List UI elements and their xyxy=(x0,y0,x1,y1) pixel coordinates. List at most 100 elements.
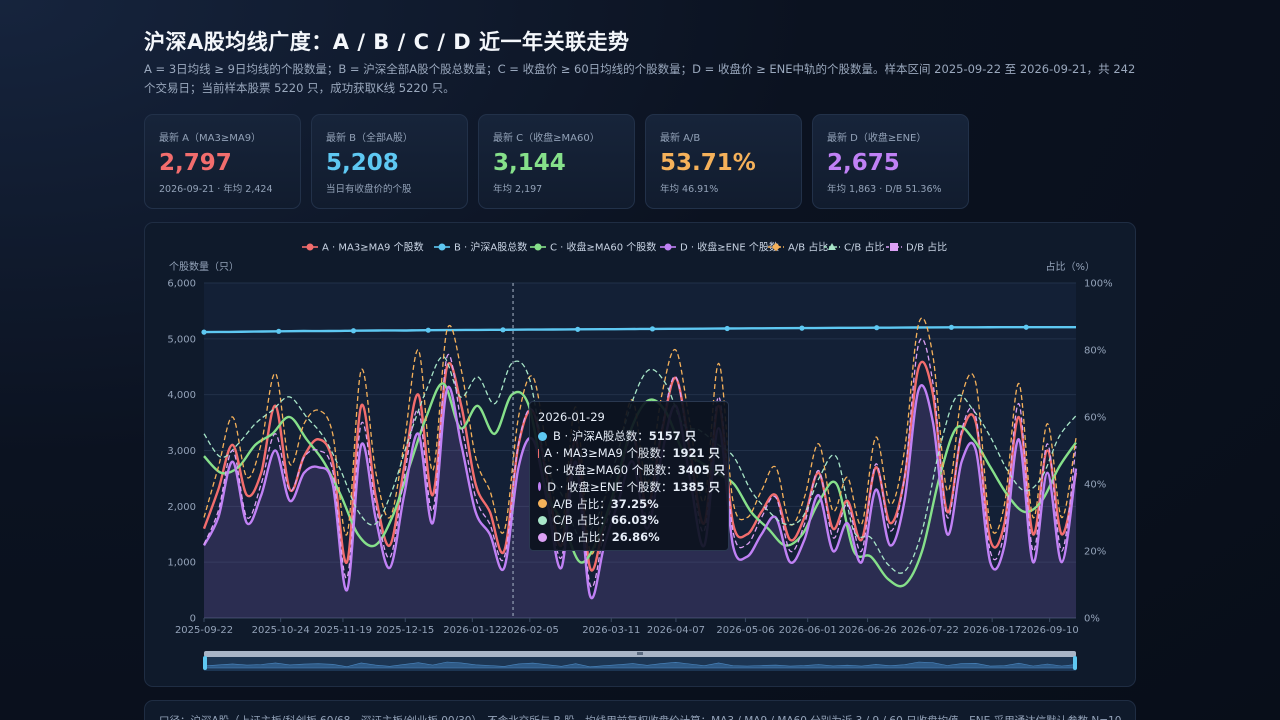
series-point-b xyxy=(948,324,955,330)
card-value: 5,208 xyxy=(326,150,399,176)
y-tick-label-right: 40% xyxy=(1084,480,1106,491)
x-tick-label: 2026-02-05 xyxy=(501,625,559,636)
series-point-b xyxy=(1023,324,1029,330)
tooltip-label: A · MA3≥MA9 个股数： xyxy=(544,446,673,461)
y-tick-label-left: 6,000 xyxy=(167,279,196,290)
card-latest-a: 最新 A（MA3≥MA9） 2,797 2026-09-21 · 年均 2,42… xyxy=(144,114,301,209)
x-tick-label: 2026-01-12 xyxy=(443,625,501,636)
zoom-slider-window[interactable] xyxy=(204,657,1076,671)
legend-item[interactable]: D · 收盘≥ENE 个股数 xyxy=(660,241,779,254)
legend-item[interactable]: C · 收盘≥MA60 个股数 xyxy=(530,241,656,254)
series-point-b xyxy=(649,326,656,332)
series-point-b xyxy=(276,328,282,334)
footer-note: 口径：沪深A股（上证主板/科创板 60/68，深证主板/创业板 00/30），不… xyxy=(144,700,1136,720)
tooltip-value: 26.86% xyxy=(611,530,660,545)
x-tick-label: 2026-04-07 xyxy=(647,625,705,636)
tooltip-value: 37.25% xyxy=(610,496,659,511)
series-line-5[interactable] xyxy=(203,356,1077,574)
tooltip-label: D/B 占比： xyxy=(553,530,612,545)
x-tick-label: 2026-07-22 xyxy=(901,625,959,636)
legend-item[interactable]: D/B 占比 xyxy=(886,241,947,254)
card-value: 3,144 xyxy=(493,150,566,176)
card-label: 最新 C（收盘≥MA60） xyxy=(493,133,600,144)
series-point-b xyxy=(874,325,880,331)
y-tick-label-left: 0 xyxy=(190,614,196,625)
y-tick-label-right: 20% xyxy=(1084,547,1106,558)
chart-legend[interactable]: A · MA3≥MA9 个股数 B · 沪深A股总数 C · 收盘≥MA60 个股数… xyxy=(302,241,947,254)
y-tick-label-left: 3,000 xyxy=(167,446,196,457)
legend-label: B · 沪深A股总数 xyxy=(454,241,527,254)
y-tick-label-right: 60% xyxy=(1084,413,1106,424)
legend-swatch-dot xyxy=(664,243,672,251)
series-point-b xyxy=(201,329,207,335)
x-tick-label: 2025-10-24 xyxy=(252,625,310,636)
zoom-slider[interactable] xyxy=(203,651,1077,671)
legend-swatch-square xyxy=(890,243,898,251)
legend-label: D · 收盘≥ENE 个股数 xyxy=(680,241,779,254)
series-point-b xyxy=(350,328,357,334)
y-tick-label-right: 100% xyxy=(1084,279,1113,290)
card-label: 最新 D（收盘≥ENE） xyxy=(827,133,927,144)
y-tick-label-left: 2,000 xyxy=(167,502,196,513)
zoom-drag-grip[interactable] xyxy=(637,652,643,655)
tooltip-dot xyxy=(538,499,547,509)
tooltip-row: A/B 占比： 37.25% xyxy=(538,495,720,512)
card-value: 53.71% xyxy=(660,150,756,176)
card-latest-ab: 最新 A/B 53.71% 年均 46.91% xyxy=(645,114,802,209)
series-line-4[interactable] xyxy=(203,317,1077,555)
y-axis-left: 0 1,000 2,000 3,000 4,000 5,000 6,000 xyxy=(167,279,196,625)
tooltip-value: 1921 只 xyxy=(672,446,720,461)
tooltip-label: C/B 占比： xyxy=(553,513,611,528)
card-value: 2,797 xyxy=(159,150,232,176)
tooltip-value: 5157 只 xyxy=(648,429,697,444)
tooltip-row: C/B 占比： 66.03% xyxy=(538,512,720,529)
x-tick-label: 2026-08-17 xyxy=(963,625,1021,636)
tooltip-row: D/B 占比： 26.86% xyxy=(538,529,720,546)
legend-swatch-dot xyxy=(306,243,314,251)
y-axis-left-label: 个股数量（只） xyxy=(169,260,239,273)
y-tick-label-left: 4,000 xyxy=(167,390,196,401)
tooltip-label: C · 收盘≥MA60 个股数： xyxy=(544,462,678,477)
zoom-handle-right[interactable] xyxy=(1073,656,1077,670)
x-tick-label: 2025-12-15 xyxy=(376,625,434,636)
legend-item[interactable]: C/B 占比 xyxy=(824,241,884,254)
x-tick-label: 2026-06-26 xyxy=(839,625,897,636)
page-title: 沪深A股均线广度：A / B / C / D 近一年关联走势 xyxy=(144,30,630,54)
legend-label: A/B 占比 xyxy=(788,241,828,254)
card-sub: 年均 1,863 · D/B 51.36% xyxy=(827,184,942,195)
card-latest-d: 最新 D（收盘≥ENE） 2,675 年均 1,863 · D/B 51.36% xyxy=(812,114,969,209)
card-latest-c: 最新 C（收盘≥MA60） 3,144 年均 2,197 xyxy=(478,114,635,209)
page-subtitle: A = 3日均线 ≥ 9日均线的个股数量；B = 沪深全部A股个股总数量；C =… xyxy=(144,62,1136,95)
tooltip-date: 2026-01-29 xyxy=(538,410,605,424)
x-tick-label: 2026-09-10 xyxy=(1021,625,1079,636)
x-tick-label: 2026-03-11 xyxy=(582,625,640,636)
card-sub: 年均 2,197 xyxy=(493,184,543,195)
card-label: 最新 A/B xyxy=(660,133,701,144)
x-tick-label: 2026-06-01 xyxy=(779,625,837,636)
legend-swatch-triangle xyxy=(828,243,836,250)
zoom-slider-preview xyxy=(203,661,1077,669)
series-point-b xyxy=(425,327,431,333)
y-tick-label-right: 0% xyxy=(1084,614,1100,625)
tooltip-label: A/B 占比： xyxy=(553,496,611,511)
legend-label: D/B 占比 xyxy=(906,241,947,254)
legend-item[interactable]: B · 沪深A股总数 xyxy=(434,241,527,254)
tooltip-value: 66.03% xyxy=(610,513,659,528)
card-latest-b: 最新 B（全部A股） 5,208 当日有收盘价的个股 xyxy=(311,114,468,209)
zoom-handle-left[interactable] xyxy=(203,656,207,670)
tooltip-dot xyxy=(538,431,547,441)
card-sub: 当日有收盘价的个股 xyxy=(326,184,412,195)
tooltip-row: C · 收盘≥MA60 个股数： 3405 只 xyxy=(538,462,725,479)
x-tick-label: 2026-05-06 xyxy=(716,625,774,636)
series-point-b xyxy=(799,325,805,331)
x-tick-label: 2025-11-19 xyxy=(314,625,372,636)
y-tick-label-left: 1,000 xyxy=(167,558,196,569)
tooltip-row: B · 沪深A股总数： 5157 只 xyxy=(538,428,720,445)
tooltip-value: 3405 只 xyxy=(677,462,726,477)
card-label: 最新 A（MA3≥MA9） xyxy=(159,133,262,144)
tooltip-label: D · 收盘≥ENE 个股数： xyxy=(547,479,673,494)
legend-label: C · 收盘≥MA60 个股数 xyxy=(550,241,656,254)
legend-item[interactable]: A · MA3≥MA9 个股数 xyxy=(302,241,424,254)
legend-swatch-dot xyxy=(438,243,446,251)
